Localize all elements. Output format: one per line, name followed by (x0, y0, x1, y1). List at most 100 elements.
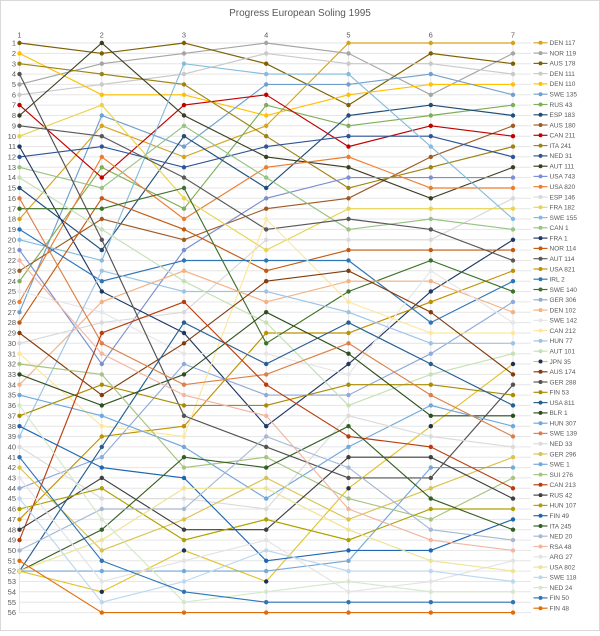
svg-text:JPN 35: JPN 35 (550, 359, 572, 366)
svg-text:HUN 77: HUN 77 (550, 338, 574, 345)
svg-text:54: 54 (8, 587, 16, 596)
svg-text:37: 37 (8, 411, 16, 420)
svg-text:RUS 42: RUS 42 (550, 492, 573, 499)
svg-text:20: 20 (8, 235, 16, 244)
svg-text:1: 1 (17, 31, 21, 40)
svg-text:SWE 118: SWE 118 (550, 575, 577, 582)
svg-text:7: 7 (511, 31, 515, 40)
svg-text:26: 26 (8, 298, 16, 307)
svg-text:FRA 1: FRA 1 (550, 235, 568, 242)
svg-text:CAN 1: CAN 1 (550, 225, 570, 232)
svg-text:19: 19 (8, 225, 16, 234)
svg-text:3: 3 (182, 31, 186, 40)
svg-text:AUS 180: AUS 180 (550, 122, 576, 129)
svg-text:31: 31 (8, 349, 16, 358)
svg-text:GER 296: GER 296 (550, 451, 577, 458)
svg-text:AUT 111: AUT 111 (550, 164, 575, 171)
svg-text:AUS 174: AUS 174 (550, 369, 576, 376)
svg-text:45: 45 (8, 494, 16, 503)
svg-text:SWE 142: SWE 142 (550, 318, 578, 325)
svg-text:12: 12 (8, 153, 16, 162)
svg-text:SWE 135: SWE 135 (550, 92, 578, 99)
svg-text:51: 51 (8, 556, 16, 565)
svg-text:ARG 27: ARG 27 (550, 554, 574, 561)
svg-text:IRL 2: IRL 2 (550, 277, 566, 284)
svg-text:HUN 307: HUN 307 (550, 421, 577, 428)
svg-text:55: 55 (8, 598, 16, 607)
svg-text:44: 44 (8, 484, 16, 493)
svg-text:FRA 182: FRA 182 (550, 205, 576, 212)
svg-text:41: 41 (8, 453, 16, 462)
svg-text:2: 2 (12, 49, 16, 58)
svg-text:USA 820: USA 820 (550, 184, 576, 191)
svg-text:NED 20: NED 20 (550, 534, 573, 541)
svg-text:42: 42 (8, 463, 16, 472)
svg-text:Progress European Soling 1995: Progress European Soling 1995 (229, 8, 371, 19)
svg-text:35: 35 (8, 391, 16, 400)
svg-text:NOR 119: NOR 119 (550, 50, 577, 57)
svg-text:USA 811: USA 811 (550, 400, 576, 407)
svg-text:CAN 212: CAN 212 (550, 328, 577, 335)
svg-text:SWE 140: SWE 140 (550, 287, 578, 294)
svg-text:CAN 213: CAN 213 (550, 482, 577, 489)
svg-text:2: 2 (100, 31, 104, 40)
svg-text:DEN 110: DEN 110 (550, 81, 576, 88)
svg-text:NED 31: NED 31 (550, 153, 573, 160)
svg-text:30: 30 (8, 339, 16, 348)
svg-text:AUS 178: AUS 178 (550, 61, 576, 68)
svg-text:ITA 245: ITA 245 (550, 523, 572, 530)
svg-text:18: 18 (8, 215, 16, 224)
svg-text:23: 23 (8, 266, 16, 275)
svg-text:25: 25 (8, 287, 16, 296)
svg-text:1: 1 (12, 39, 16, 48)
svg-text:DEN 102: DEN 102 (550, 307, 577, 314)
svg-text:SWE 1: SWE 1 (550, 462, 571, 469)
svg-text:NED 33: NED 33 (550, 441, 573, 448)
svg-text:8: 8 (12, 111, 16, 120)
svg-text:GER 288: GER 288 (550, 379, 577, 386)
svg-text:15: 15 (8, 184, 16, 193)
svg-text:SWE 139: SWE 139 (550, 431, 578, 438)
svg-text:34: 34 (8, 380, 16, 389)
svg-text:NED 24: NED 24 (550, 585, 573, 592)
svg-text:53: 53 (8, 577, 16, 586)
svg-text:46: 46 (8, 505, 16, 514)
svg-text:16: 16 (8, 194, 16, 203)
svg-text:11: 11 (8, 142, 16, 151)
svg-text:FIN 49: FIN 49 (550, 513, 570, 520)
svg-text:HUN 107: HUN 107 (550, 503, 577, 510)
svg-text:47: 47 (8, 515, 16, 524)
svg-text:FIN 50: FIN 50 (550, 595, 570, 602)
svg-text:AUT 101: AUT 101 (550, 349, 576, 356)
svg-text:FIN 48: FIN 48 (550, 606, 570, 613)
svg-text:SUI 276: SUI 276 (550, 472, 574, 479)
svg-text:40: 40 (8, 443, 16, 452)
svg-text:7: 7 (12, 101, 16, 110)
svg-text:3: 3 (12, 59, 16, 68)
svg-text:USA 743: USA 743 (550, 174, 576, 181)
svg-text:4: 4 (264, 31, 268, 40)
svg-text:24: 24 (8, 277, 16, 286)
svg-text:USA 821: USA 821 (550, 266, 576, 273)
svg-text:17: 17 (8, 204, 16, 213)
svg-text:SWE 155: SWE 155 (550, 215, 578, 222)
svg-text:6: 6 (12, 90, 16, 99)
svg-text:21: 21 (8, 246, 16, 255)
svg-text:38: 38 (8, 422, 16, 431)
svg-text:5: 5 (346, 31, 350, 40)
svg-text:6: 6 (429, 31, 433, 40)
svg-text:ESP 183: ESP 183 (550, 112, 576, 119)
svg-text:56: 56 (8, 608, 16, 617)
svg-text:NOR 114: NOR 114 (550, 246, 577, 253)
svg-text:10: 10 (8, 132, 16, 141)
svg-text:50: 50 (8, 546, 16, 555)
svg-text:43: 43 (8, 474, 16, 483)
svg-text:DEN 117: DEN 117 (550, 40, 576, 47)
svg-text:14: 14 (8, 173, 16, 182)
svg-text:33: 33 (8, 370, 16, 379)
svg-text:4: 4 (12, 70, 16, 79)
svg-text:RUS 43: RUS 43 (550, 102, 573, 109)
svg-text:27: 27 (8, 308, 16, 317)
svg-text:22: 22 (8, 256, 16, 265)
svg-text:DEN 111: DEN 111 (550, 71, 576, 78)
